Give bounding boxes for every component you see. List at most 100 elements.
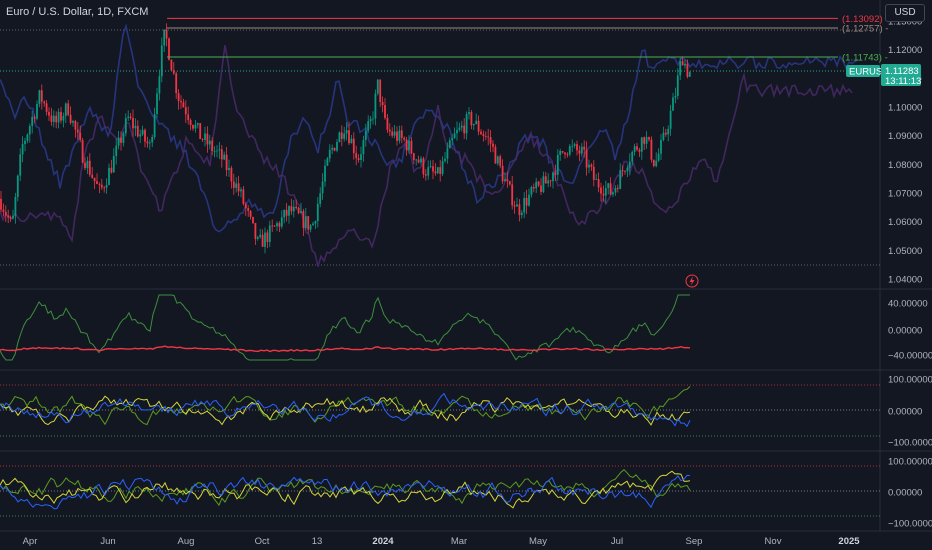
- candle-body: [537, 181, 540, 186]
- candle-body: [595, 179, 598, 180]
- candle-body: [223, 154, 226, 160]
- candle-body: [508, 181, 511, 185]
- candle-body: [69, 114, 72, 123]
- candle-body: [439, 167, 442, 174]
- oscillator-axis-label: 0.00000: [888, 488, 922, 499]
- candle-body: [88, 160, 91, 175]
- candle-body: [554, 172, 557, 175]
- candle-body: [136, 125, 139, 137]
- candle-body: [273, 225, 276, 227]
- candle-body: [57, 111, 60, 123]
- candle-body: [48, 111, 50, 116]
- candle-body: [528, 194, 530, 206]
- candle-body: [624, 171, 626, 172]
- candle-body: [484, 136, 487, 137]
- level-label: (1.13092) -: [842, 14, 888, 25]
- candle-body: [590, 164, 593, 167]
- candle-body: [336, 141, 338, 151]
- candle-body: [132, 117, 134, 129]
- candle-body: [297, 208, 300, 214]
- candle-body: [316, 203, 319, 222]
- candle-body: [103, 187, 106, 189]
- candle-body: [559, 150, 562, 155]
- candle-body: [568, 146, 571, 155]
- candle-body: [477, 120, 480, 132]
- symbol-tag: EURUSD: [846, 65, 889, 78]
- candle-body: [583, 146, 586, 150]
- candle-body: [33, 116, 36, 119]
- price-tag-value: 1.11283: [885, 66, 919, 77]
- candle-body: [544, 176, 547, 184]
- candle-body: [573, 144, 576, 146]
- overlay-line: [0, 23, 859, 233]
- candle-body: [674, 95, 677, 98]
- candle-body: [110, 167, 113, 173]
- candle-body: [580, 146, 583, 154]
- candle-body: [386, 117, 389, 130]
- candle-body: [475, 120, 478, 124]
- candle-body: [561, 150, 564, 153]
- time-axis-label: Oct: [255, 536, 270, 547]
- candle-body: [300, 211, 302, 214]
- candle-body: [465, 114, 468, 134]
- candle-body: [254, 223, 257, 239]
- candle-body: [76, 129, 79, 133]
- level-label: (1.11743) -: [842, 53, 888, 64]
- horizontal-levels[interactable]: (1.13092) -(1.12757) - (1.11743) -: [167, 14, 888, 64]
- candle-body: [256, 237, 259, 239]
- candle-body: [0, 198, 2, 210]
- candle-body: [388, 129, 391, 132]
- candle-body: [518, 204, 521, 216]
- candle-body: [472, 123, 475, 126]
- overlay-series: [0, 23, 859, 267]
- candle-body: [141, 129, 144, 135]
- currency-button[interactable]: USD: [885, 4, 925, 22]
- candle-body: [249, 210, 252, 217]
- time-axis-label: May: [529, 536, 547, 547]
- candle-body: [81, 139, 84, 163]
- candle-body: [144, 129, 146, 142]
- candle-body: [352, 138, 355, 154]
- candle-body: [396, 131, 398, 141]
- candle-body: [650, 139, 653, 160]
- candle-body: [441, 161, 444, 174]
- candle-body: [235, 183, 238, 188]
- lightning-icon[interactable]: [685, 274, 699, 288]
- candle-body: [588, 164, 590, 168]
- oscillator-axis-label: −40.00000: [888, 351, 932, 362]
- candle-body: [264, 232, 266, 247]
- candle-body: [228, 167, 230, 171]
- candle-body: [643, 137, 646, 144]
- oscillator-axis-label: −100.00000: [888, 519, 932, 530]
- candle-body: [636, 146, 638, 150]
- candle-body: [506, 179, 509, 182]
- candle-body: [52, 115, 55, 122]
- oscillator-axis-label: 0.00000: [888, 326, 922, 337]
- oscillator-axis-label: −100.00000: [888, 438, 932, 449]
- candle-body: [261, 234, 264, 247]
- candle-body: [400, 130, 403, 138]
- candle-body: [259, 234, 262, 238]
- candle-body: [604, 187, 607, 196]
- candle-body: [516, 204, 518, 207]
- oscillator-axes[interactable]: 40.00000 0.00000 −40.00000 100.00000 0.00000…: [888, 299, 932, 530]
- candle-body: [422, 158, 425, 175]
- candle-body: [292, 206, 295, 212]
- time-axis[interactable]: Apr Jun Aug Oct 13 2024 Mar May Jul Sep Nov 2025: [23, 536, 861, 547]
- candle-body: [247, 208, 250, 211]
- candle-body: [321, 181, 324, 194]
- candle-body: [108, 167, 110, 185]
- candle-body: [453, 133, 456, 139]
- candle-body: [626, 167, 629, 172]
- price-axis[interactable]: 1.130001.120001.110001.100001.090001.080…: [888, 17, 922, 286]
- candle-body: [172, 70, 175, 74]
- candle-body: [547, 180, 550, 184]
- candle-body: [19, 154, 22, 176]
- candle-body: [535, 181, 538, 189]
- candle-body: [602, 193, 605, 196]
- symbol-tag-text: EURUSD: [849, 67, 889, 78]
- candle-body: [398, 130, 401, 141]
- candle-body: [436, 167, 439, 174]
- candle-body: [72, 121, 74, 123]
